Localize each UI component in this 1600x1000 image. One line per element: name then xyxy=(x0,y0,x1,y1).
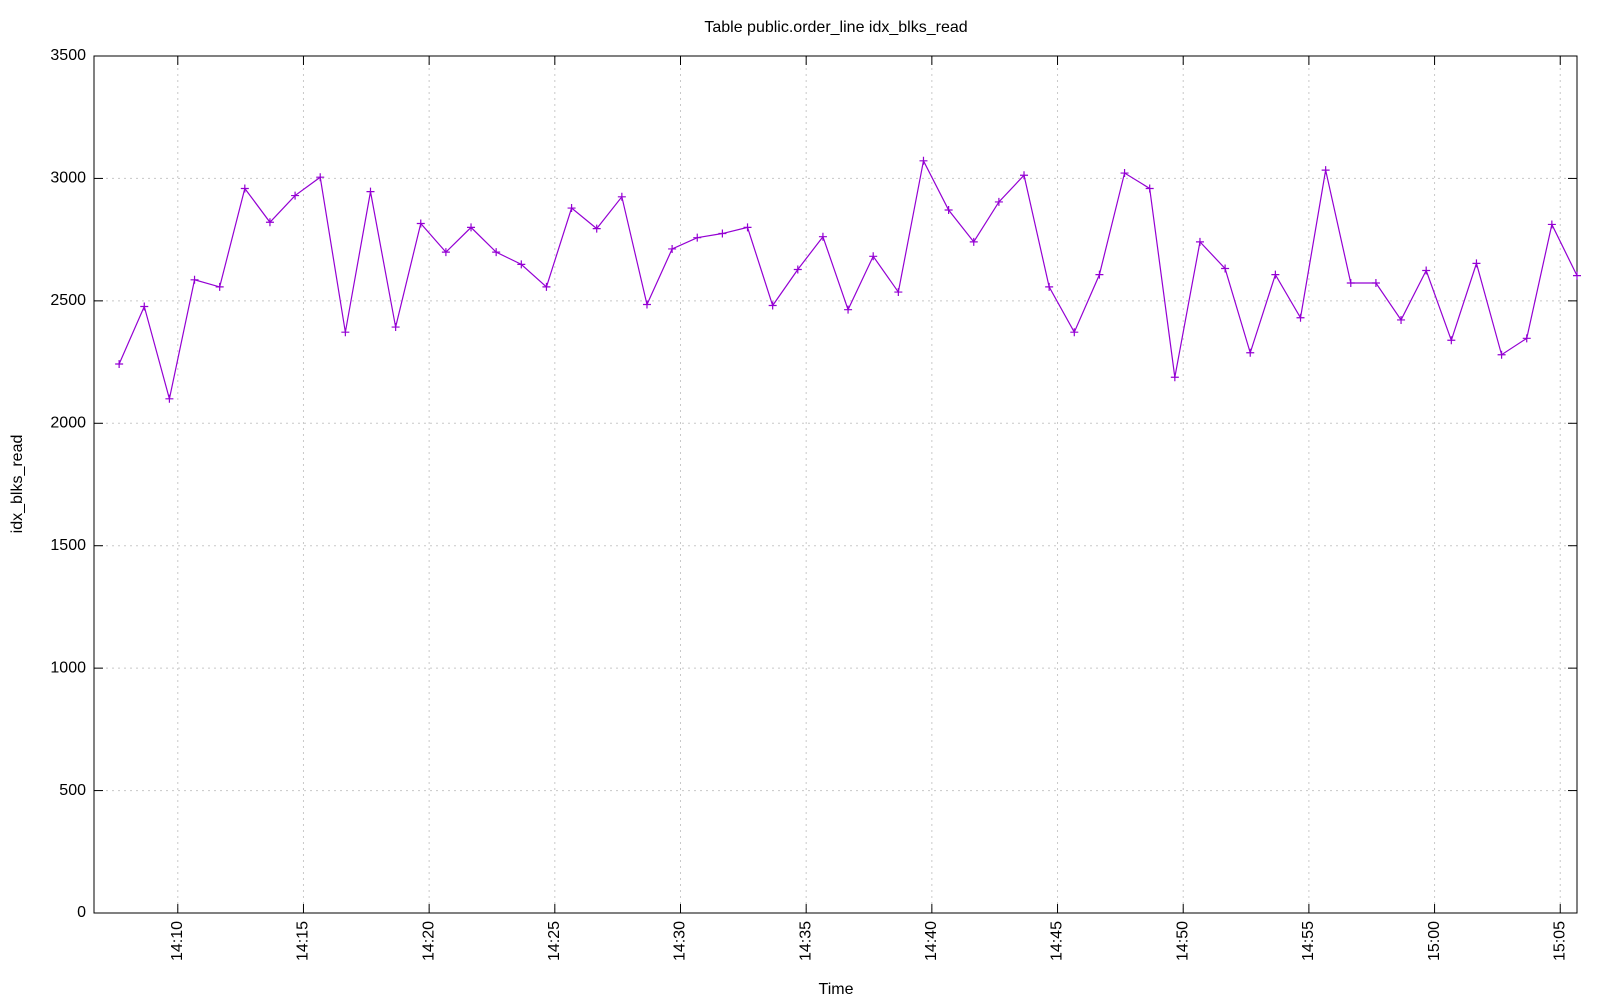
data-point xyxy=(1547,220,1556,229)
data-point xyxy=(165,394,174,403)
data-point xyxy=(1497,350,1506,359)
data-point xyxy=(1271,270,1280,279)
data-point xyxy=(693,233,702,242)
data-point xyxy=(1095,270,1104,279)
data-point xyxy=(1522,334,1531,343)
data-point xyxy=(265,218,274,227)
data-point xyxy=(994,197,1003,206)
data-point xyxy=(1221,264,1230,273)
data-point xyxy=(517,260,526,269)
y-tick-label: 2000 xyxy=(50,415,86,432)
data-point xyxy=(1447,336,1456,345)
data-point xyxy=(1472,259,1481,268)
data-point xyxy=(115,360,124,369)
data-point xyxy=(1346,278,1355,287)
data-point xyxy=(869,252,878,261)
data-point xyxy=(1573,271,1581,280)
y-tick-label: 0 xyxy=(77,904,86,921)
data-point xyxy=(366,187,375,196)
data-point xyxy=(215,282,224,291)
data-point xyxy=(617,192,626,201)
data-point xyxy=(944,206,953,215)
data-point xyxy=(592,224,601,233)
x-tick-label: 14:15 xyxy=(295,921,312,961)
data-point xyxy=(1371,278,1380,287)
data-point xyxy=(1020,171,1029,180)
plot-border xyxy=(93,55,1578,914)
data-point xyxy=(1045,282,1054,291)
data-point xyxy=(416,219,425,228)
data-point xyxy=(1321,166,1330,175)
data-point xyxy=(1170,373,1179,382)
data-point xyxy=(1120,169,1129,178)
data-point xyxy=(743,223,752,232)
x-tick-label: 14:50 xyxy=(1174,921,1191,961)
x-tick-label: 14:10 xyxy=(169,921,186,961)
y-tick-label: 2500 xyxy=(50,292,86,309)
data-point xyxy=(844,305,853,314)
data-point xyxy=(441,248,450,257)
data-point xyxy=(768,301,777,310)
data-point xyxy=(1246,348,1255,357)
x-tick-label: 14:20 xyxy=(420,921,437,961)
y-tick-label: 500 xyxy=(59,782,86,799)
data-point xyxy=(1296,313,1305,322)
y-tick-label: 1000 xyxy=(50,659,86,676)
data-point xyxy=(190,275,199,284)
data-point xyxy=(1397,315,1406,324)
data-point xyxy=(140,302,149,311)
data-point xyxy=(391,323,400,332)
data-point xyxy=(642,300,651,309)
x-tick-label: 14:25 xyxy=(546,921,563,961)
data-point xyxy=(894,288,903,297)
data-point xyxy=(1070,328,1079,337)
x-tick-label: 14:55 xyxy=(1300,921,1317,961)
data-point xyxy=(818,232,827,241)
chart-title: Table public.order_line idx_blks_read xyxy=(704,19,967,36)
data-point xyxy=(793,265,802,274)
y-tick-label: 3500 xyxy=(50,47,86,64)
data-point xyxy=(567,204,576,213)
data-point xyxy=(467,223,476,232)
data-point xyxy=(1145,184,1154,193)
y-tick-label: 1500 xyxy=(50,537,86,554)
data-point xyxy=(492,248,501,257)
x-tick-label: 14:40 xyxy=(923,921,940,961)
x-tick-label: 14:35 xyxy=(797,921,814,961)
data-point xyxy=(668,244,677,253)
data-point xyxy=(969,237,978,246)
x-tick-label: 15:05 xyxy=(1551,921,1568,961)
data-point xyxy=(240,184,249,193)
data-point xyxy=(1422,266,1431,275)
data-point xyxy=(542,282,551,291)
data-point xyxy=(1195,237,1204,246)
data-point xyxy=(341,328,350,337)
data-point xyxy=(919,156,928,165)
data-point xyxy=(718,229,727,238)
y-axis-label: idx_blks_read xyxy=(9,435,26,534)
x-tick-label: 14:45 xyxy=(1049,921,1066,961)
data-point xyxy=(316,173,325,182)
x-tick-label: 15:00 xyxy=(1426,921,1443,961)
y-tick-label: 3000 xyxy=(50,170,86,187)
x-axis-label: Time xyxy=(819,981,854,998)
x-tick-label: 14:30 xyxy=(672,921,689,961)
data-point xyxy=(291,191,300,200)
